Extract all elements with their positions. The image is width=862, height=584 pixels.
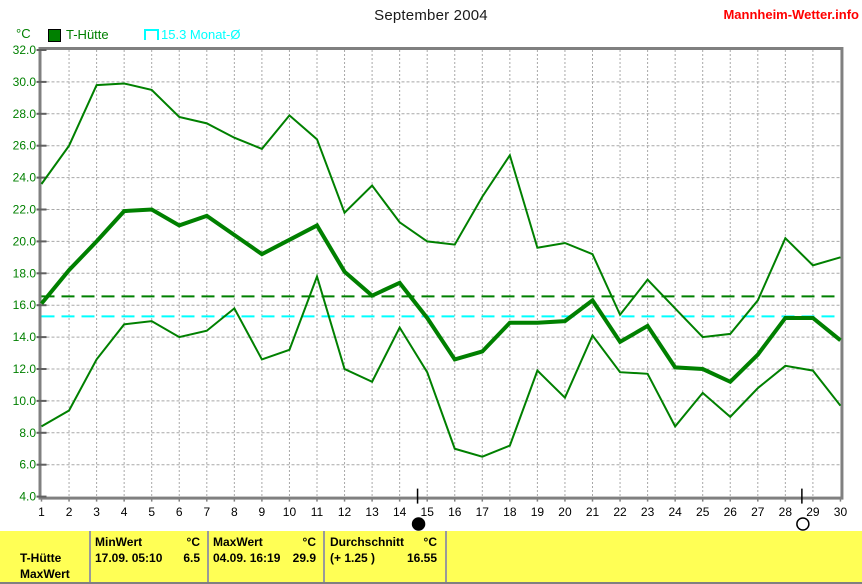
x-tick-label: 18 — [503, 505, 517, 519]
y-tick-label: 8.0 — [19, 426, 36, 440]
min-line — [40, 273, 842, 458]
minwert-header: MinWert °C — [95, 535, 200, 549]
durchschnitt-header: Durchschnitt °C — [330, 535, 437, 549]
panel-separator — [323, 531, 325, 582]
x-tick-label: 6 — [176, 505, 183, 519]
x-tick-label: 17 — [476, 505, 490, 519]
x-tick-label: 7 — [203, 505, 210, 519]
x-tick-label: 23 — [641, 505, 655, 519]
y-tick-label: 24.0 — [13, 171, 37, 185]
y-tick-label: 28.0 — [13, 107, 37, 121]
station-series-label: T-Hütte — [66, 27, 109, 42]
page-title: September 2004 — [374, 7, 488, 24]
y-tick-label: 26.0 — [13, 139, 37, 153]
x-tick-label: 2 — [66, 505, 73, 519]
mean-line — [39, 207, 842, 385]
x-tick-label: 1 — [38, 505, 45, 519]
durchschnitt-unit: °C — [423, 535, 437, 549]
y-tick-label: 4.0 — [19, 490, 36, 504]
y-tick-label: 10.0 — [13, 394, 37, 408]
x-tick-label: 9 — [259, 505, 266, 519]
maxwert-value: 29.9 — [292, 551, 316, 565]
x-tick-label: 15 — [421, 505, 435, 519]
x-tick-label: 22 — [613, 505, 627, 519]
x-tick-label: 8 — [231, 505, 238, 519]
y-tick-label: 16.0 — [13, 298, 37, 312]
x-tick-label: 14 — [393, 505, 407, 519]
x-tick-label: 13 — [365, 505, 379, 519]
y-tick-label: 20.0 — [13, 234, 37, 248]
x-tick-label: 10 — [283, 505, 297, 519]
y-tick-label: 14.0 — [13, 330, 37, 344]
new-moon-icon — [411, 517, 426, 531]
y-tick-label: 30.0 — [13, 75, 37, 89]
panel-separator — [89, 531, 91, 582]
x-tick-label: 5 — [148, 505, 155, 519]
maxwert-value-row: 04.09. 16:19 29.9 — [213, 551, 316, 565]
sensor-name-label: T-Hütte — [20, 551, 62, 565]
temperature-chart: 4.0 6.0 8.0 10.0 12.0 14.0 16.0 18.0 20.0 22.0 24.… — [13, 43, 848, 531]
x-tick-label: 30 — [834, 505, 848, 519]
x-tick-label: 25 — [696, 505, 710, 519]
x-tick-label: 26 — [724, 505, 738, 519]
y-tick-label: 18.0 — [13, 266, 37, 280]
y-tick-label: 12.0 — [13, 362, 37, 376]
x-tick-label: 20 — [558, 505, 572, 519]
durchschnitt-title: Durchschnitt — [330, 535, 405, 549]
minwert-value: 6.5 — [183, 551, 200, 565]
x-tick-label: 29 — [806, 505, 820, 519]
x-tick-label: 12 — [338, 505, 352, 519]
minwert-unit: °C — [186, 535, 200, 549]
monthly-average-label: 15.3 Monat-Ø — [161, 27, 241, 42]
brand-link[interactable]: Mannheim-Wetter.info — [723, 7, 859, 22]
x-tick-label: 28 — [779, 505, 793, 519]
monthly-average-swatch-icon — [144, 29, 159, 40]
x-tick-label: 16 — [448, 505, 462, 519]
minwert-value-row: 17.09. 05:10 6.5 — [95, 551, 200, 565]
x-tick-label: 24 — [668, 505, 682, 519]
chart-mode-label: MaxWert — [20, 567, 70, 581]
summary-panel: T-Hütte MaxWert MinWert °C 17.09. 05:10 … — [0, 531, 862, 584]
station-series-swatch-icon — [48, 29, 61, 42]
maxwert-unit: °C — [302, 535, 316, 549]
minwert-title: MinWert — [95, 535, 143, 549]
panel-separator — [207, 531, 209, 582]
durchschnitt-value-row: (+ 1.25 ) 16.55 — [330, 551, 437, 565]
max-line — [40, 82, 841, 339]
panel-separator — [445, 531, 447, 582]
durchschnitt-deviation: (+ 1.25 ) — [330, 551, 376, 565]
y-tick-label: 22.0 — [13, 203, 37, 217]
x-tick-label: 4 — [121, 505, 128, 519]
y-tick-label: 32.0 — [13, 43, 37, 57]
x-tick-label: 11 — [311, 505, 324, 519]
maxwert-header: MaxWert °C — [213, 535, 316, 549]
x-tick-label: 3 — [93, 505, 100, 519]
x-tick-label: 21 — [586, 505, 600, 519]
x-tick-label: 27 — [751, 505, 765, 519]
durchschnitt-value: 16.55 — [406, 551, 437, 565]
maxwert-datetime: 04.09. 16:19 — [213, 551, 281, 565]
minwert-datetime: 17.09. 05:10 — [95, 551, 163, 565]
full-moon-icon — [796, 517, 810, 531]
y-axis-unit-label: °C — [16, 26, 31, 41]
maxwert-title: MaxWert — [213, 535, 263, 549]
x-tick-label: 19 — [531, 505, 545, 519]
y-tick-label: 6.0 — [19, 458, 36, 472]
